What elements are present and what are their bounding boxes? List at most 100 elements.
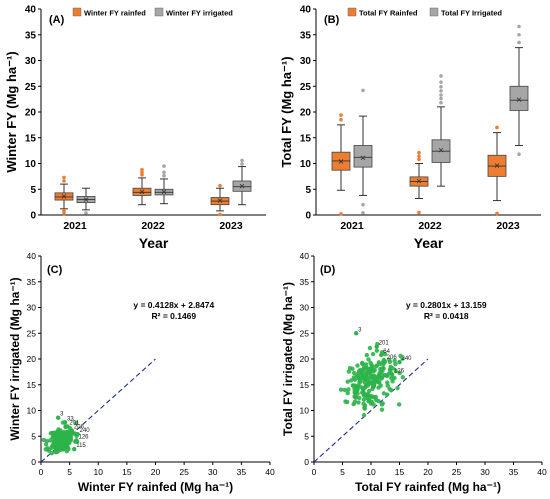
y-tick-label-A: 35 [25, 30, 37, 41]
outlier-point-B [439, 74, 443, 78]
data-point-D [370, 351, 376, 357]
panel-label-B: (B) [324, 14, 340, 26]
x-tick-label-B: 2023 [496, 220, 520, 232]
labeled-point-C [65, 424, 70, 429]
data-point-C [61, 429, 66, 435]
outlier-point-B [439, 80, 443, 84]
outlier-point-B [517, 40, 521, 45]
y-tick-label-C: 30 [27, 303, 37, 313]
data-point-D [387, 359, 393, 365]
outlier-point-A [140, 170, 144, 175]
data-point-D [374, 376, 380, 382]
y-tick-label-A: 10 [25, 159, 37, 170]
data-point-C [49, 451, 54, 456]
data-point-C [63, 439, 68, 444]
data-point-D [380, 401, 385, 406]
point-label-C: 240 [80, 428, 91, 434]
x-tick-label-D: 35 [509, 467, 519, 477]
y-tick-label-B: 25 [300, 82, 312, 93]
data-point-D [368, 371, 373, 377]
data-point-D [392, 375, 397, 381]
data-point-C [62, 433, 68, 439]
data-point-D [373, 394, 378, 400]
x-tick-label-C: 5 [67, 467, 72, 477]
data-point-D [366, 357, 371, 362]
labeled-point-D [397, 359, 402, 365]
legend-label-A: Winter FY irrigated [166, 9, 233, 18]
data-point-D [379, 407, 385, 412]
y-tick-label-C: 0 [31, 457, 36, 467]
outlier-point-A [62, 179, 66, 183]
y-tick-label-C: 20 [27, 354, 37, 364]
data-point-D [361, 401, 366, 407]
x-tick-label-C: 0 [39, 467, 44, 477]
x-tick-label-C: 30 [208, 467, 218, 477]
x-tick-label-A: 2022 [141, 220, 165, 232]
x-tick-label-D: 5 [340, 467, 345, 477]
data-point-D [389, 375, 394, 381]
data-point-D [362, 405, 367, 410]
data-point-D [376, 398, 381, 404]
data-point-D [356, 368, 362, 374]
outlier-point-B [417, 210, 421, 215]
outlier-point-B [439, 93, 443, 97]
data-point-D [363, 365, 368, 371]
outlier-point-B [439, 100, 443, 105]
data-point-C [66, 440, 72, 446]
mean-marker-A [83, 197, 89, 202]
outlier-point-B [439, 96, 443, 101]
data-point-C [66, 432, 71, 437]
data-point-C [55, 434, 61, 439]
x-axis-title-C: Winter FY rainfed (Mg ha⁻¹) [78, 480, 233, 494]
point-label-D: 201 [379, 341, 390, 347]
data-point-D [357, 376, 362, 382]
data-point-D [343, 399, 348, 404]
mean-marker-A [161, 189, 167, 195]
x-axis-title-A: Year [139, 235, 169, 251]
data-point-D [372, 367, 377, 373]
mean-marker-A [139, 189, 145, 195]
outlier-point-B [361, 202, 365, 207]
outlier-point-B [339, 117, 343, 122]
data-point-D [346, 387, 351, 392]
data-point-D [392, 358, 397, 363]
mean-marker-B [360, 155, 366, 161]
y-tick-label-C: 35 [27, 277, 37, 287]
outlier-point-A [162, 170, 166, 175]
data-point-D [352, 389, 357, 395]
mean-marker-B [338, 159, 344, 164]
x-tick-label-D: 0 [312, 467, 317, 477]
outlier-point-A [218, 183, 222, 188]
outlier-point-A [62, 175, 66, 180]
mean-marker-B [494, 163, 500, 168]
outlier-point-B [417, 154, 421, 159]
outlier-point-A [162, 164, 166, 168]
data-point-D [395, 385, 400, 391]
y-tick-label-C: 10 [27, 406, 37, 416]
y-tick-label-D: 35 [300, 277, 310, 287]
x-tick-label-A: 2023 [219, 220, 243, 232]
data-point-D [393, 361, 398, 367]
x-axis-title-D: Total FY rainfed (Mg ha⁻¹) [355, 480, 501, 494]
data-point-C [54, 439, 60, 444]
data-point-D [376, 380, 381, 385]
outlier-point-A [140, 167, 144, 172]
outlier-point-B [361, 88, 365, 93]
data-point-D [373, 364, 379, 369]
labeled-point-D [389, 372, 395, 377]
outlier-point-A [240, 158, 244, 163]
y-axis-title-B: Total FY (Mg ha⁻¹) [279, 56, 294, 167]
point-label-C: 206 [74, 425, 85, 431]
x-tick-label-A: 2021 [63, 220, 87, 232]
y-tick-label-A: 40 [25, 5, 37, 16]
x-axis-title-B: Year [414, 235, 444, 251]
outlier-point-B [495, 125, 499, 130]
data-point-D [387, 367, 393, 373]
data-point-D [355, 363, 360, 368]
point-label-D: 206 [387, 355, 398, 361]
box-B [509, 85, 529, 111]
y-tick-label-B: 10 [300, 159, 312, 170]
mean-marker-B [516, 97, 522, 102]
y-tick-label-D: 20 [300, 354, 310, 364]
legend-label-A: Winter FY rainfed [84, 9, 146, 18]
